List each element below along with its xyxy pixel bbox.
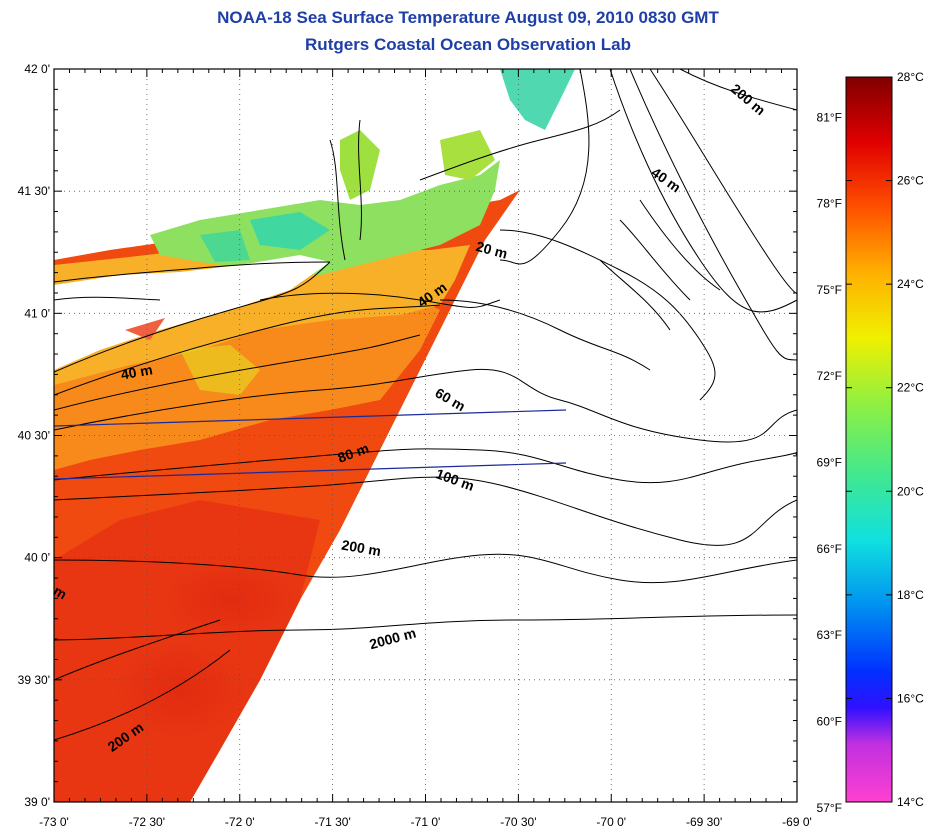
colorbar-fahrenheit-label: 60°F [817, 714, 842, 728]
colorbar-fahrenheit-label: 63°F [817, 628, 842, 642]
depth-contour-label: 40 m [648, 164, 683, 195]
track-line [53, 462, 567, 480]
lat-tick-label: 39 0' [24, 795, 50, 809]
lat-tick-label: 39 30' [18, 673, 50, 687]
lon-tick-label: -72 30' [129, 815, 165, 829]
lat-tick-label: 41 0' [24, 306, 50, 320]
track-line [53, 409, 567, 427]
lon-tick-label: -69 0' [782, 815, 812, 829]
lat-tick-label: 42 0' [24, 62, 50, 76]
lon-tick-label: -71 0' [411, 815, 441, 829]
depth-contour-label: 200 m [728, 80, 769, 118]
lon-tick-label: -71 30' [314, 815, 350, 829]
colorbar-fahrenheit-label: 81°F [817, 110, 842, 124]
lon-tick-label: -70 0' [596, 815, 626, 829]
depth-contour-label: 40 m [120, 361, 154, 382]
colorbar-celsius-label: 18°C [897, 588, 924, 602]
lon-tick-label: -69 30' [686, 815, 722, 829]
depth-contour-label: 60 m [432, 384, 468, 414]
depth-contour-label: 2000 m [368, 624, 418, 652]
longitude-labels: -73 0' -72 30' -72 0' -71 30' -71 0' -70 30' -… [39, 815, 812, 829]
colorbar-fahrenheit-label: 69°F [817, 456, 842, 470]
lat-tick-label: 40 30' [18, 429, 50, 443]
colorbar-fahrenheit-label: 66°F [817, 542, 842, 556]
colorbar-fahrenheit-label: 57°F [817, 801, 842, 815]
lat-tick-label: 41 30' [18, 184, 50, 198]
track-lines [53, 409, 567, 480]
colorbar-celsius-label: 16°C [897, 691, 924, 705]
map-title: NOAA-18 Sea Surface Temperature August 0… [217, 8, 719, 27]
colorbar [845, 76, 893, 803]
colorbar-celsius-labels: 28°C 26°C 24°C 22°C 20°C 18°C 16°C 14°C [846, 70, 924, 809]
colorbar-fahrenheit-labels: 81°F 78°F 75°F 72°F 69°F 66°F 63°F 60°F 57°F [817, 110, 842, 814]
lat-tick-label: 40 0' [24, 551, 50, 565]
depth-contour-label: 200 m [340, 537, 382, 560]
sst-swath-north [500, 69, 575, 130]
colorbar-celsius-label: 24°C [897, 277, 924, 291]
colorbar-celsius-label: 26°C [897, 174, 924, 188]
depth-contour-label: 100 m [434, 465, 477, 494]
colorbar-fahrenheit-label: 75°F [817, 283, 842, 297]
colorbar-celsius-label: 28°C [897, 70, 924, 84]
colorbar-fahrenheit-label: 72°F [817, 369, 842, 383]
colorbar-celsius-label: 22°C [897, 381, 924, 395]
map-subtitle: Rutgers Coastal Ocean Observation Lab [305, 35, 631, 54]
lon-tick-label: -72 0' [225, 815, 255, 829]
depth-contour-label: 20 m [474, 238, 509, 262]
sst-swath [54, 69, 575, 802]
colorbar-celsius-label: 14°C [897, 795, 924, 809]
long-island [54, 255, 330, 370]
colorbar-fahrenheit-label: 78°F [817, 197, 842, 211]
map-frame [53, 68, 798, 803]
latitude-labels: 42 0' 41 30' 41 0' 40 30' 40 0' 39 30' 39 0' [18, 62, 50, 809]
lon-tick-label: -73 0' [39, 815, 69, 829]
colorbar-celsius-label: 20°C [897, 484, 924, 498]
bathymetry-contours [54, 69, 797, 741]
lon-tick-label: -70 30' [500, 815, 536, 829]
